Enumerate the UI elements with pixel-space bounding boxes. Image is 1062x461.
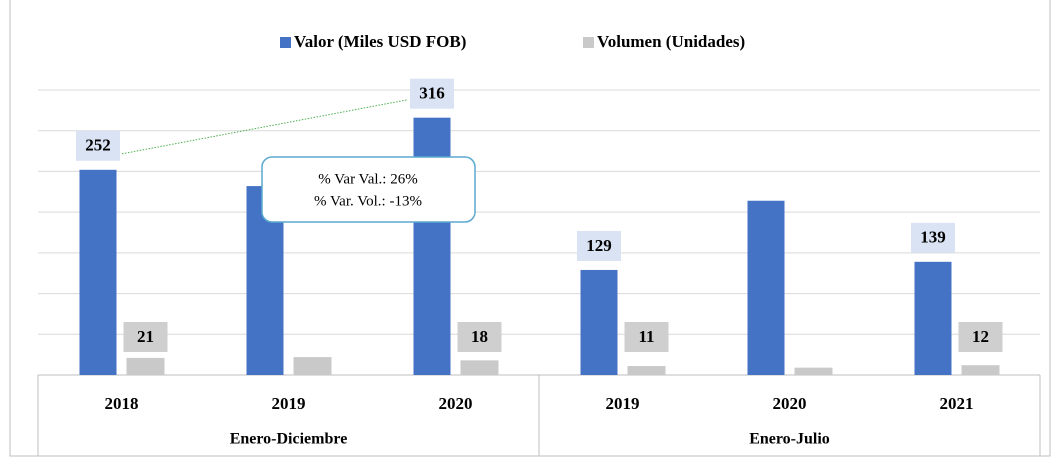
bar [627,366,666,375]
bar [79,169,117,375]
data-label: 129 [586,236,612,255]
legend-swatch [280,37,291,48]
x-tick-label: 2020 [439,394,473,413]
legend-swatch [583,37,594,48]
data-label-box [410,78,454,109]
data-label-box [958,322,1003,352]
bar [126,357,165,375]
legend-label: Volumen (Unidades) [597,32,745,51]
bar [460,360,499,375]
x-tick-label: 2020 [773,394,807,413]
bar [293,357,332,375]
trend-line [121,99,409,155]
legend-label: Valor (Miles USD FOB) [294,32,466,51]
annotation-box [261,156,476,223]
data-label: 316 [419,84,445,103]
annotation-text: % Var Val.: 26% [318,171,417,187]
x-tick-label: 2019 [606,394,640,413]
data-label: 11 [638,327,654,346]
x-tick-label: 2018 [105,394,139,413]
chart-frame [9,0,1051,457]
data-label-box [624,322,669,352]
data-label-box [76,130,120,161]
data-label-box [577,230,621,261]
bar [794,367,833,375]
data-label: 18 [471,327,488,346]
x-tick-label: 2021 [940,394,974,413]
data-label: 139 [920,228,946,247]
data-label: 252 [85,136,111,155]
x-tick-label: 2019 [272,394,306,413]
data-label: 21 [137,327,154,346]
bar [747,200,785,375]
annotation-text: % Var. Vol.: -13% [314,193,422,209]
bar [580,269,618,375]
bar [914,261,952,375]
data-label: 12 [972,327,989,346]
data-label-box [123,322,168,352]
group-label: Enero-Diciembre [230,431,348,448]
data-label-box [911,222,955,253]
data-label-box [457,322,502,352]
group-label: Enero-Julio [749,431,830,448]
bar [961,365,1000,375]
